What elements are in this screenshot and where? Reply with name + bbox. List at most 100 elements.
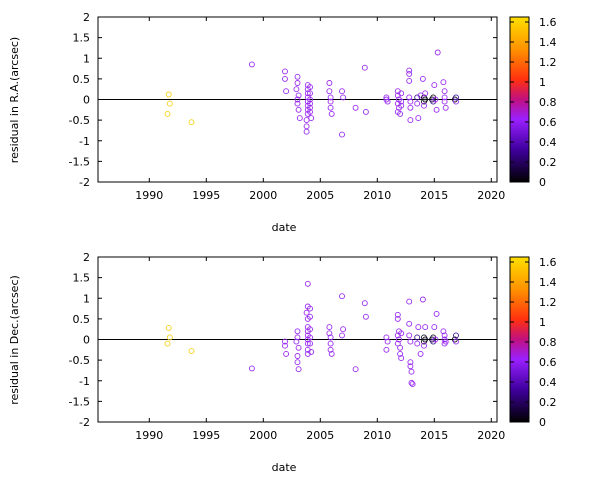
data-point [406,298,413,305]
data-point [441,98,448,105]
data-point [328,350,335,357]
data-point [397,344,404,351]
data-point [441,332,448,339]
y-tick-label: -2 [79,176,90,189]
data-point [432,96,439,103]
data-point [294,334,301,341]
colorbar-tick-label: 0.4 [539,376,557,389]
data-point [327,104,334,111]
data-point [398,330,405,337]
data-point [308,115,315,122]
data-point [407,359,414,366]
data-point [326,324,333,331]
x-tick-label: 2020 [477,429,505,442]
data-points [164,280,459,388]
data-point [419,296,426,303]
data-point [303,309,310,316]
y-tick-label: 2 [83,251,90,264]
data-point [248,365,255,372]
data-point [327,334,334,341]
data-point [327,346,334,353]
y-tick-label: -1.5 [69,395,90,408]
data-point [307,334,313,341]
colorbar-tick-label: 1.6 [539,256,557,269]
data-point [406,77,413,84]
colorbar-tick-label: 0.6 [539,356,557,369]
colorbar [509,16,530,183]
y-axis-label: residual in R.A.(arcsec) [8,37,21,163]
x-tick-label: 1990 [135,189,163,202]
y-tick-label: -1.5 [69,155,90,168]
data-point [362,313,369,320]
x-tick-label: 2015 [420,189,448,202]
data-point [431,82,438,89]
colorbar-tick-label: 0.2 [539,156,557,169]
data-point [407,117,414,124]
x-axis-label: date [272,461,297,474]
x-tick-label: 2020 [477,189,505,202]
data-point [165,91,172,98]
data-point [422,90,429,97]
y-tick-label: -0.5 [69,354,90,367]
data-point [408,368,415,375]
x-tick-label: 2000 [249,189,277,202]
x-tick-label: 2005 [306,189,334,202]
data-point [327,340,334,347]
data-point [398,98,405,105]
colorbar-tick-label: 1.2 [539,296,557,309]
data-point [294,80,301,86]
data-point [432,336,439,343]
data-point [307,313,313,320]
colorbar-tick-label: 0.8 [539,336,557,349]
y-tick-label: 1 [83,292,90,305]
x-tick-labels: 1990 1995 2000 2005 2010 2015 2020 [135,257,505,442]
data-point [294,328,301,335]
colorbar-tick-label: 0.2 [539,396,557,409]
y-axis-label: residual in Dec.(arcsec) [8,275,21,405]
data-point [453,94,459,101]
data-point [307,100,313,107]
data-point [295,92,302,99]
data-point [406,320,413,327]
data-point [294,96,301,103]
data-point [188,119,195,126]
data-point [453,338,459,345]
data-point [188,348,195,355]
data-point [339,88,345,95]
data-point [419,75,426,82]
y-tick-label: 0.5 [73,313,91,326]
data-point [294,100,301,107]
x-tick-label: 1995 [192,189,220,202]
data-point [415,115,422,122]
data-point [433,106,440,113]
data-point [293,338,300,345]
ra-residual-panel: -2 -1.5 -1 -0.5 0 0.5 1 1.5 2 1990 1995 2000 2005 20… [8,11,557,234]
data-point [414,334,421,341]
x-tick-label: 1990 [135,429,163,442]
data-point [339,293,345,300]
data-point [362,108,369,115]
data-point [397,350,404,357]
y-tick-label: 2 [83,11,90,24]
y-tick-labels: -2 -1.5 -1 -0.5 0 0.5 1 1.5 2 [69,11,497,189]
data-point [409,381,416,388]
data-point [433,310,440,317]
data-point [431,324,438,331]
data-point [295,106,302,113]
data-point [384,98,391,105]
y-tick-label: -1 [79,375,90,388]
data-point [453,332,459,339]
colorbar-tick-label: 1 [539,316,546,329]
data-point [326,330,333,337]
data-point [303,128,310,135]
data-point [164,340,171,347]
data-point [308,348,315,355]
data-point [304,90,311,97]
data-point [293,86,300,93]
data-point [352,104,359,111]
data-point [166,334,173,341]
data-point [440,328,447,335]
y-tick-label: 0 [83,334,90,347]
